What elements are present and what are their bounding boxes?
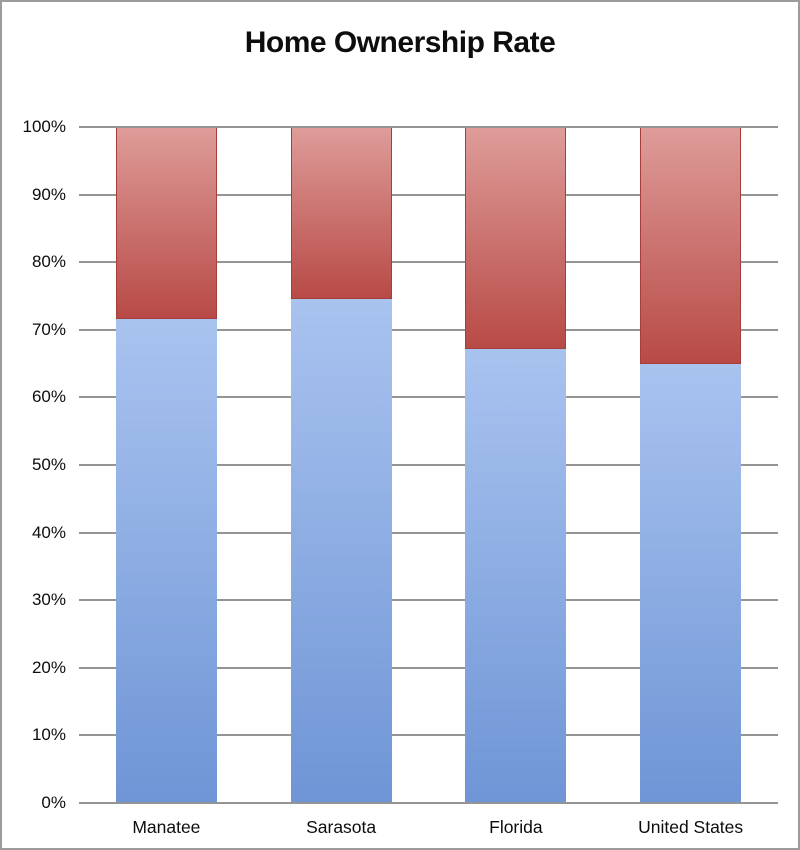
gridline-90 xyxy=(79,194,778,196)
y-axis-tick-label-30: 30% xyxy=(31,590,66,610)
gridline-70 xyxy=(79,329,778,331)
gridline-80 xyxy=(79,261,778,263)
category-label-sarasota: Sarasota xyxy=(306,817,377,837)
bar-segment-blue-sarasota xyxy=(290,298,392,803)
bar-segment-red-manatee xyxy=(115,127,217,319)
gridline-60 xyxy=(79,396,778,398)
y-axis-tick-label-100: 100% xyxy=(22,117,66,136)
gridline-0 xyxy=(79,802,778,804)
y-axis-tick-label-60: 60% xyxy=(31,387,66,407)
bar-manatee xyxy=(115,127,217,803)
bar-segment-red-united-states xyxy=(640,127,742,364)
bar-segment-blue-united-states xyxy=(640,363,742,803)
category-label-united-states: United States xyxy=(638,817,744,837)
y-axis-tick-label-40: 40% xyxy=(31,522,66,542)
gridline-30 xyxy=(79,599,778,601)
chart-title: Home Ownership Rate xyxy=(244,26,556,59)
gridline-50 xyxy=(79,464,778,466)
y-axis-tick-label-90: 90% xyxy=(31,184,66,204)
bar-florida xyxy=(465,127,567,803)
category-label-florida: Florida xyxy=(489,817,543,837)
gridline-100 xyxy=(79,126,778,128)
bar-segment-red-florida xyxy=(465,127,567,349)
bar-united-states xyxy=(640,127,742,803)
y-axis-tick-label-70: 70% xyxy=(31,319,66,339)
gridline-20 xyxy=(79,667,778,669)
y-axis-tick-label-20: 20% xyxy=(31,657,66,677)
y-axis-tick-label-0: 0% xyxy=(41,793,66,812)
bar-segment-blue-florida xyxy=(465,348,567,803)
bar-segment-blue-manatee xyxy=(115,319,217,803)
category-label-manatee: Manatee xyxy=(132,817,201,837)
y-axis-tick-label-10: 10% xyxy=(31,725,66,745)
bar-segment-red-sarasota xyxy=(290,127,392,299)
gridline-10 xyxy=(79,734,778,736)
y-axis-tick-label-50: 50% xyxy=(31,455,66,474)
plot-area xyxy=(79,126,778,804)
bar-sarasota xyxy=(290,127,392,803)
gridline-40 xyxy=(79,532,778,534)
y-axis-tick-label-80: 80% xyxy=(31,252,66,272)
